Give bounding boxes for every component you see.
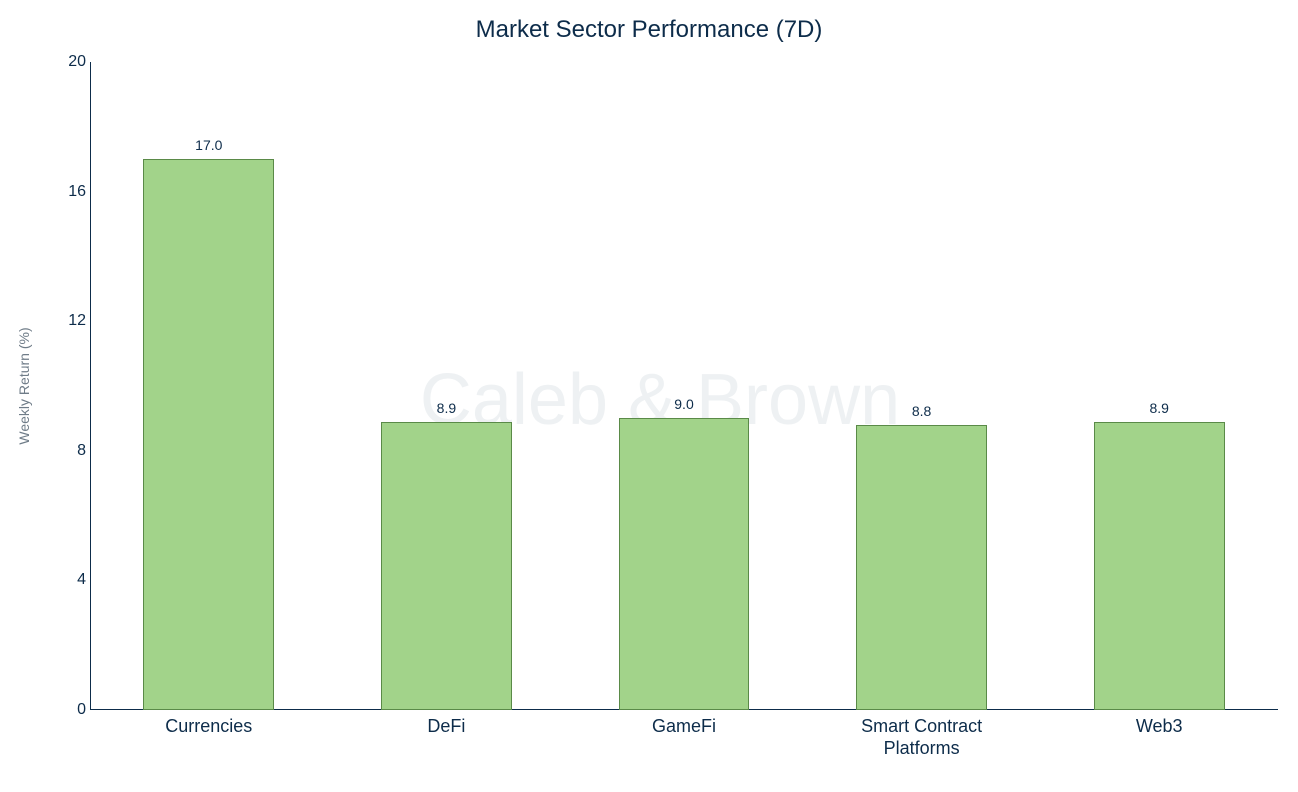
y-tick-label: 0 <box>60 701 86 719</box>
plot-area: 17.0 8.9 9.0 8.8 8.9 <box>90 62 1278 710</box>
bar-value-label: 9.0 <box>674 396 693 412</box>
y-tick-label: 16 <box>60 183 86 201</box>
bar <box>143 159 274 710</box>
bar <box>381 422 512 710</box>
chart-title: Market Sector Performance (7D) <box>0 16 1298 44</box>
bar <box>856 425 987 710</box>
y-axis-line <box>90 62 91 710</box>
bar-value-label: 17.0 <box>195 137 222 153</box>
y-tick-label: 20 <box>60 53 86 71</box>
bar-value-label: 8.9 <box>1149 400 1168 416</box>
bar-chart: Market Sector Performance (7D) Weekly Re… <box>0 0 1298 792</box>
y-axis-title: Weekly Return (%) <box>16 327 32 444</box>
bar <box>1094 422 1225 710</box>
x-tick-label: Currencies <box>165 716 252 738</box>
y-tick-label: 8 <box>60 442 86 460</box>
x-tick-label: GameFi <box>652 716 716 738</box>
bar-value-label: 8.9 <box>437 400 456 416</box>
x-tick-label: DeFi <box>427 716 465 738</box>
y-tick-label: 4 <box>60 571 86 589</box>
bar <box>619 418 750 710</box>
bar-value-label: 8.8 <box>912 403 931 419</box>
x-tick-label: Web3 <box>1136 716 1183 738</box>
x-tick-label: Smart Contract Platforms <box>861 716 982 759</box>
y-tick-label: 12 <box>60 312 86 330</box>
